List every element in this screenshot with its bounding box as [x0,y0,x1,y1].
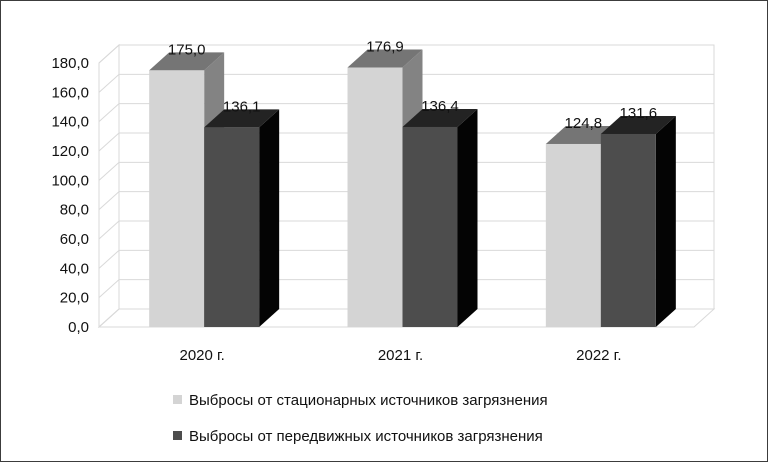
gridlines [98,44,714,328]
bar-side-face [655,115,676,327]
data-label: 124,8 [565,115,603,132]
y-axis-tick-labels: 0,0 20,0 40,0 60,0 80,0 100,0 120,0 140,0 160,0 1… [51,55,89,336]
gridline [98,44,714,64]
x-tick-label: 2021 г. [378,347,423,364]
legend-item-mobile: Выбросы от передвижных источников загряз… [173,428,543,445]
gridline [98,308,714,328]
data-labels: 175,0 136,1 176,9 136,4 124,8 131,6 [168,39,657,132]
y-tick-label: 0,0 [68,319,89,336]
y-tick-label: 180,0 [51,55,89,72]
gridline [98,161,714,181]
gridline [98,279,714,299]
legend-item-stationary: Выбросы от стационарных источников загря… [173,392,548,409]
y-tick-label: 140,0 [51,114,89,131]
y-tick-label: 120,0 [51,143,89,160]
bar-front-face [347,67,403,328]
bar-front-face [402,126,458,328]
legend: Выбросы от стационарных источников загря… [173,392,548,445]
x-tick-label: 2022 г. [576,347,621,364]
gridline [98,249,714,269]
data-label: 175,0 [168,41,206,58]
data-label: 176,9 [366,39,404,56]
gridline [98,132,714,152]
bar-top-face [347,49,423,68]
bar [402,108,478,328]
bar-top-face [204,109,280,128]
gridline [98,73,714,93]
bar-side-face [259,109,280,328]
bar-top-face [149,52,225,71]
y-tick-label: 80,0 [60,202,89,219]
bar-top-face [402,108,478,127]
legend-swatch-mobile [173,431,182,440]
bar-front-face [545,143,601,327]
gridline [98,103,714,123]
legend-label-stationary: Выбросы от стационарных источников загря… [189,392,548,409]
gridline [98,191,714,211]
x-tick-label: 2020 г. [179,347,224,364]
bars [149,49,676,328]
x-axis-tick-labels: 2020 г. 2021 г. 2022 г. [179,347,621,364]
bar-front-face [149,70,205,327]
y-tick-label: 20,0 [60,290,89,307]
data-label: 131,6 [620,105,658,122]
bar-side-face [457,108,478,327]
bar [204,109,280,328]
bar-front-face [600,133,656,327]
legend-swatch-stationary [173,395,182,404]
bar-top-face [600,115,676,134]
y-tick-label: 100,0 [51,172,89,189]
side-wall [98,43,120,329]
gridline [98,220,714,240]
y-tick-label: 60,0 [60,231,89,248]
data-label: 136,1 [223,98,261,115]
y-tick-label: 40,0 [60,260,89,277]
data-label: 136,4 [421,98,459,115]
legend-label-mobile: Выбросы от передвижных источников загряз… [189,428,543,445]
y-tick-label: 160,0 [51,84,89,101]
bar [600,115,676,327]
bar-front-face [204,127,260,328]
